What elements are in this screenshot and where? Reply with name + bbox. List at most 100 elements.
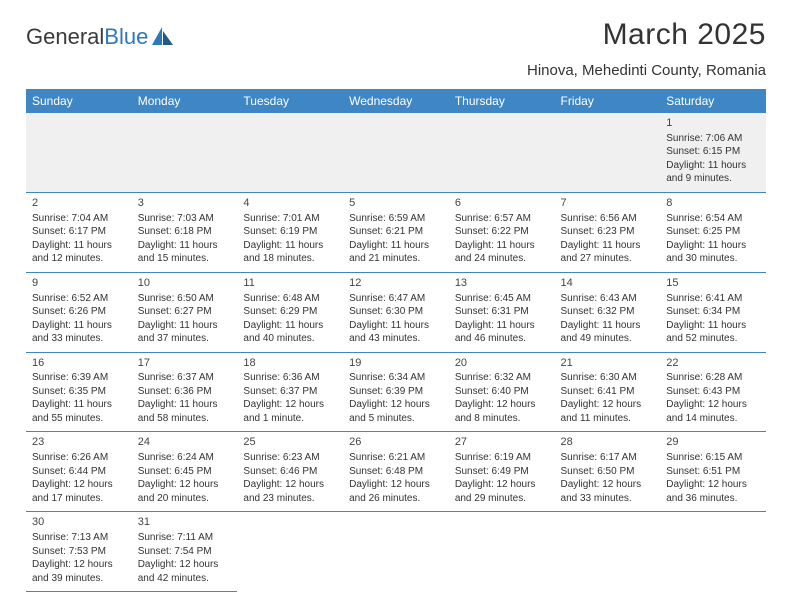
sunrise-text: Sunrise: 6:39 AM <box>32 371 126 385</box>
sunrise-text: Sunrise: 6:43 AM <box>561 292 655 306</box>
daylight-text: Daylight: 11 hours <box>666 319 760 333</box>
daylight-text: and 15 minutes. <box>138 252 232 266</box>
calendar-day-cell: 19Sunrise: 6:34 AMSunset: 6:39 PMDayligh… <box>343 352 449 432</box>
day-number: 11 <box>243 276 337 291</box>
calendar-day-cell <box>343 512 449 592</box>
calendar-week-row: 23Sunrise: 6:26 AMSunset: 6:44 PMDayligh… <box>26 432 766 512</box>
sunset-text: Sunset: 6:23 PM <box>561 225 655 239</box>
sunrise-text: Sunrise: 6:41 AM <box>666 292 760 306</box>
sunset-text: Sunset: 6:36 PM <box>138 385 232 399</box>
daylight-text: Daylight: 12 hours <box>349 478 443 492</box>
logo-sail-icon <box>150 25 176 47</box>
dayname-wednesday: Wednesday <box>343 89 449 113</box>
daylight-text: and 17 minutes. <box>32 492 126 506</box>
calendar-day-cell: 26Sunrise: 6:21 AMSunset: 6:48 PMDayligh… <box>343 432 449 512</box>
calendar-day-cell: 11Sunrise: 6:48 AMSunset: 6:29 PMDayligh… <box>237 272 343 352</box>
daylight-text: Daylight: 11 hours <box>32 319 126 333</box>
sunrise-text: Sunrise: 6:24 AM <box>138 451 232 465</box>
daylight-text: and 37 minutes. <box>138 332 232 346</box>
calendar-day-cell: 7Sunrise: 6:56 AMSunset: 6:23 PMDaylight… <box>555 192 661 272</box>
sunrise-text: Sunrise: 7:03 AM <box>138 212 232 226</box>
sunset-text: Sunset: 6:18 PM <box>138 225 232 239</box>
daylight-text: Daylight: 11 hours <box>138 239 232 253</box>
daylight-text: Daylight: 11 hours <box>138 398 232 412</box>
sunset-text: Sunset: 6:44 PM <box>32 465 126 479</box>
dayname-monday: Monday <box>132 89 238 113</box>
calendar-day-cell: 9Sunrise: 6:52 AMSunset: 6:26 PMDaylight… <box>26 272 132 352</box>
daylight-text: Daylight: 11 hours <box>666 239 760 253</box>
daylight-text: Daylight: 12 hours <box>349 398 443 412</box>
daylight-text: and 27 minutes. <box>561 252 655 266</box>
daylight-text: Daylight: 11 hours <box>138 319 232 333</box>
sunrise-text: Sunrise: 6:37 AM <box>138 371 232 385</box>
sunrise-text: Sunrise: 6:23 AM <box>243 451 337 465</box>
calendar-day-cell: 28Sunrise: 6:17 AMSunset: 6:50 PMDayligh… <box>555 432 661 512</box>
sunset-text: Sunset: 7:53 PM <box>32 545 126 559</box>
day-number: 24 <box>138 435 232 450</box>
day-number: 19 <box>349 356 443 371</box>
daylight-text: Daylight: 11 hours <box>561 239 655 253</box>
calendar-day-cell: 18Sunrise: 6:36 AMSunset: 6:37 PMDayligh… <box>237 352 343 432</box>
day-number: 20 <box>455 356 549 371</box>
sunset-text: Sunset: 6:43 PM <box>666 385 760 399</box>
daylight-text: and 9 minutes. <box>666 172 760 186</box>
daylight-text: Daylight: 12 hours <box>32 478 126 492</box>
daylight-text: Daylight: 11 hours <box>243 239 337 253</box>
daylight-text: and 52 minutes. <box>666 332 760 346</box>
daylight-text: and 23 minutes. <box>243 492 337 506</box>
sunset-text: Sunset: 6:34 PM <box>666 305 760 319</box>
calendar-day-cell: 20Sunrise: 6:32 AMSunset: 6:40 PMDayligh… <box>449 352 555 432</box>
sunset-text: Sunset: 6:48 PM <box>349 465 443 479</box>
calendar-day-cell: 14Sunrise: 6:43 AMSunset: 6:32 PMDayligh… <box>555 272 661 352</box>
calendar-day-cell: 2Sunrise: 7:04 AMSunset: 6:17 PMDaylight… <box>26 192 132 272</box>
calendar-day-cell: 3Sunrise: 7:03 AMSunset: 6:18 PMDaylight… <box>132 192 238 272</box>
sunrise-text: Sunrise: 6:50 AM <box>138 292 232 306</box>
sunrise-text: Sunrise: 6:54 AM <box>666 212 760 226</box>
sunrise-text: Sunrise: 7:01 AM <box>243 212 337 226</box>
sunset-text: Sunset: 6:45 PM <box>138 465 232 479</box>
day-number: 17 <box>138 356 232 371</box>
day-number: 31 <box>138 515 232 530</box>
day-number: 8 <box>666 196 760 211</box>
daylight-text: Daylight: 12 hours <box>666 398 760 412</box>
day-number: 9 <box>32 276 126 291</box>
sunrise-text: Sunrise: 6:30 AM <box>561 371 655 385</box>
calendar-day-cell: 13Sunrise: 6:45 AMSunset: 6:31 PMDayligh… <box>449 272 555 352</box>
day-number: 4 <box>243 196 337 211</box>
calendar-week-row: 1Sunrise: 7:06 AMSunset: 6:15 PMDaylight… <box>26 113 766 192</box>
daylight-text: and 29 minutes. <box>455 492 549 506</box>
day-number: 7 <box>561 196 655 211</box>
calendar-table: Sunday Monday Tuesday Wednesday Thursday… <box>26 89 766 592</box>
sunrise-text: Sunrise: 6:19 AM <box>455 451 549 465</box>
sunrise-text: Sunrise: 6:28 AM <box>666 371 760 385</box>
sunset-text: Sunset: 6:15 PM <box>666 145 760 159</box>
calendar-day-cell <box>555 113 661 192</box>
sunrise-text: Sunrise: 6:59 AM <box>349 212 443 226</box>
daylight-text: Daylight: 11 hours <box>349 319 443 333</box>
sunset-text: Sunset: 6:46 PM <box>243 465 337 479</box>
calendar-day-cell: 30Sunrise: 7:13 AMSunset: 7:53 PMDayligh… <box>26 512 132 592</box>
sunset-text: Sunset: 6:37 PM <box>243 385 337 399</box>
sunrise-text: Sunrise: 6:57 AM <box>455 212 549 226</box>
daylight-text: Daylight: 11 hours <box>32 239 126 253</box>
calendar-day-cell: 27Sunrise: 6:19 AMSunset: 6:49 PMDayligh… <box>449 432 555 512</box>
daylight-text: and 20 minutes. <box>138 492 232 506</box>
sunset-text: Sunset: 6:27 PM <box>138 305 232 319</box>
calendar-day-cell: 15Sunrise: 6:41 AMSunset: 6:34 PMDayligh… <box>660 272 766 352</box>
dayname-row: Sunday Monday Tuesday Wednesday Thursday… <box>26 89 766 113</box>
day-number: 26 <box>349 435 443 450</box>
sunset-text: Sunset: 6:21 PM <box>349 225 443 239</box>
sunrise-text: Sunrise: 6:36 AM <box>243 371 337 385</box>
sunrise-text: Sunrise: 6:52 AM <box>32 292 126 306</box>
daylight-text: and 40 minutes. <box>243 332 337 346</box>
month-title: March 2025 <box>527 18 766 52</box>
sunrise-text: Sunrise: 6:34 AM <box>349 371 443 385</box>
sunset-text: Sunset: 6:41 PM <box>561 385 655 399</box>
sunrise-text: Sunrise: 6:17 AM <box>561 451 655 465</box>
calendar-day-cell: 17Sunrise: 6:37 AMSunset: 6:36 PMDayligh… <box>132 352 238 432</box>
daylight-text: and 30 minutes. <box>666 252 760 266</box>
sunset-text: Sunset: 6:32 PM <box>561 305 655 319</box>
daylight-text: and 24 minutes. <box>455 252 549 266</box>
sunset-text: Sunset: 6:30 PM <box>349 305 443 319</box>
calendar-week-row: 9Sunrise: 6:52 AMSunset: 6:26 PMDaylight… <box>26 272 766 352</box>
